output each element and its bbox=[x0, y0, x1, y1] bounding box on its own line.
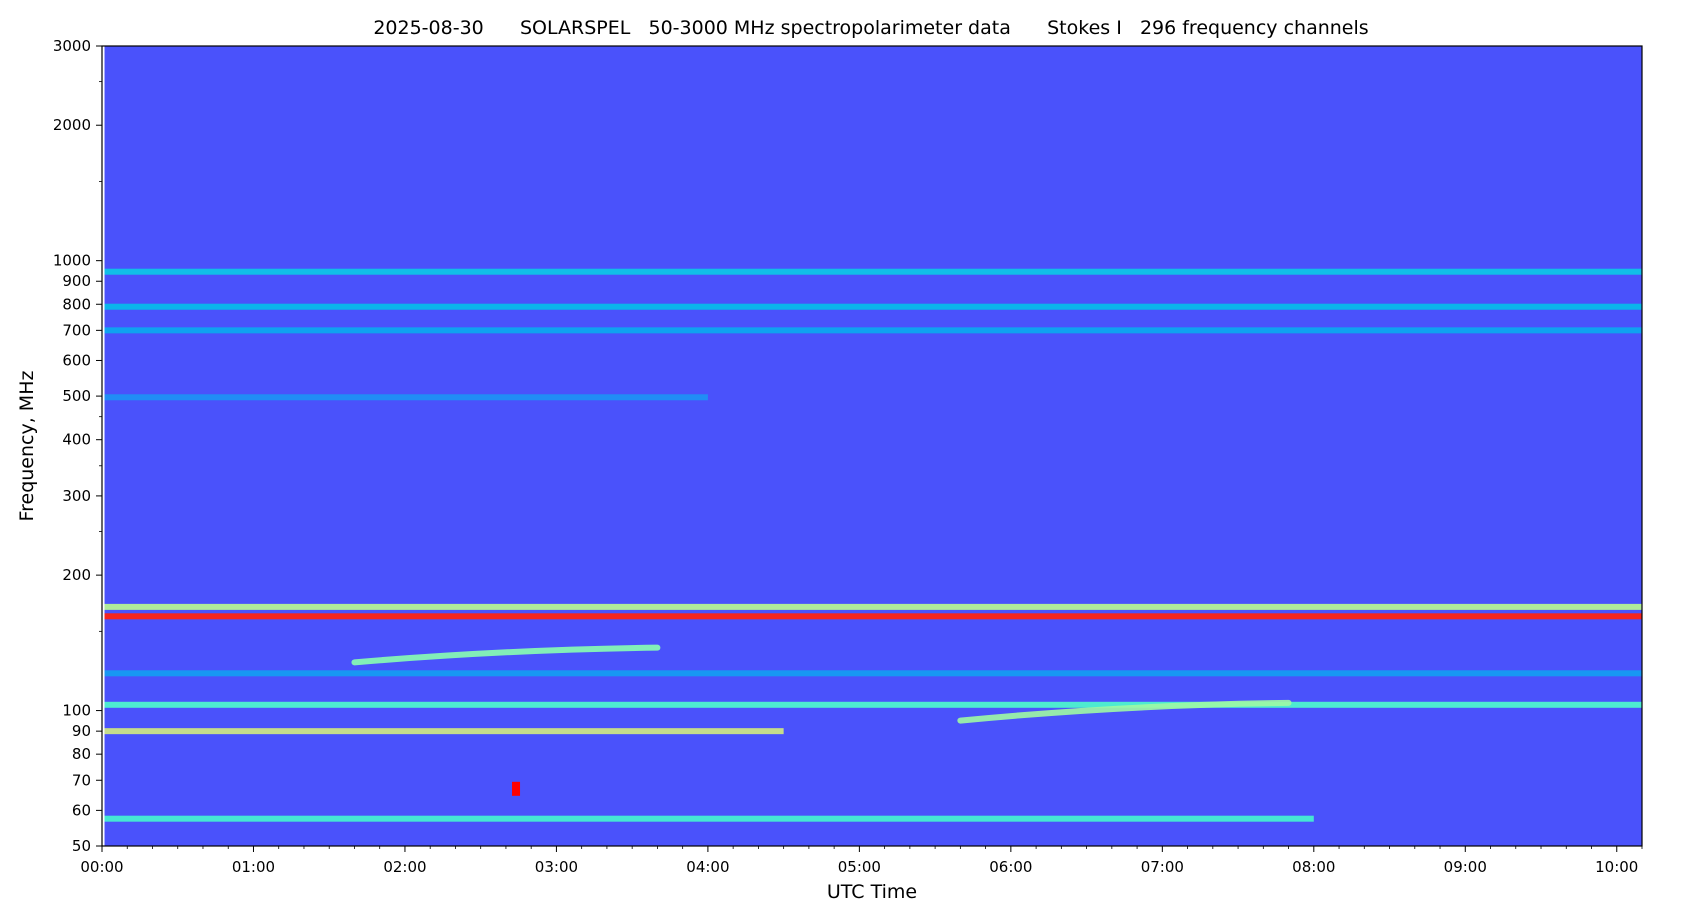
y-tick-label: 50 bbox=[72, 837, 91, 855]
title-channels: 296 frequency channels bbox=[1140, 17, 1369, 39]
chart-title: 2025-08-30 SOLARSPEL 50-3000 MHz spectro… bbox=[373, 17, 1368, 39]
emission-band bbox=[104, 303, 1642, 310]
y-tick-label: 70 bbox=[72, 771, 91, 789]
emission-band bbox=[104, 327, 1642, 334]
x-axis-label: UTC Time bbox=[827, 881, 917, 903]
x-axis: 00:00 01:00 02:00 03:00 04:00 05:00 06:00 07:00… bbox=[80, 846, 1643, 876]
y-tick-label: 1000 bbox=[53, 252, 91, 270]
title-instrument: SOLARSPEL bbox=[520, 17, 631, 39]
y-axis-label: Frequency, MHz bbox=[16, 371, 38, 522]
y-tick-label: 900 bbox=[62, 272, 91, 290]
title-description: 50-3000 MHz spectropolarimeter data bbox=[648, 17, 1010, 39]
emission-band bbox=[104, 394, 708, 401]
y-tick-label: 400 bbox=[62, 431, 91, 449]
emission-band bbox=[104, 603, 1642, 610]
y-tick-label: 90 bbox=[72, 722, 91, 740]
x-tick-label: 08:00 bbox=[1292, 858, 1335, 876]
y-tick-label: 800 bbox=[62, 295, 91, 313]
y-tick-label: 100 bbox=[62, 702, 91, 720]
title-date: 2025-08-30 bbox=[373, 17, 483, 39]
x-tick-label: 07:00 bbox=[1141, 858, 1184, 876]
emission-band bbox=[104, 701, 1642, 708]
drifting-emission bbox=[351, 644, 661, 666]
y-tick-label: 60 bbox=[72, 801, 91, 819]
x-tick-label: 10:00 bbox=[1595, 858, 1638, 876]
y-tick-label: 600 bbox=[62, 351, 91, 369]
x-tick-label: 06:00 bbox=[989, 858, 1032, 876]
x-tick-label: 09:00 bbox=[1444, 858, 1487, 876]
heatmap-area bbox=[104, 46, 1642, 846]
x-tick-label: 04:00 bbox=[686, 858, 729, 876]
spectrogram-background bbox=[104, 46, 1642, 846]
y-tick-label: 300 bbox=[62, 487, 91, 505]
y-tick-label: 700 bbox=[62, 321, 91, 339]
emission-band bbox=[104, 670, 1642, 677]
x-tick-label: 03:00 bbox=[535, 858, 578, 876]
y-tick-label: 200 bbox=[62, 566, 91, 584]
y-tick-label: 500 bbox=[62, 387, 91, 405]
radio-burst bbox=[512, 781, 521, 796]
emission-band bbox=[104, 268, 1642, 275]
x-tick-label: 05:00 bbox=[838, 858, 881, 876]
emission-band bbox=[104, 815, 1314, 822]
x-tick-label: 02:00 bbox=[383, 858, 426, 876]
emission-band bbox=[104, 728, 784, 735]
title-stokes: Stokes I bbox=[1047, 17, 1122, 39]
x-tick-label: 01:00 bbox=[232, 858, 275, 876]
y-axis: 50 60 70 80 90 100 200 300 400 500 600 700 800 900 100… bbox=[53, 37, 102, 855]
y-tick-label: 3000 bbox=[53, 37, 91, 55]
x-tick-label: 00:00 bbox=[80, 858, 123, 876]
drifting-emission bbox=[957, 699, 1292, 724]
y-tick-label: 80 bbox=[72, 745, 91, 763]
plot-frame bbox=[101, 45, 1643, 847]
emission-band bbox=[104, 613, 1642, 620]
y-tick-label: 2000 bbox=[53, 116, 91, 134]
